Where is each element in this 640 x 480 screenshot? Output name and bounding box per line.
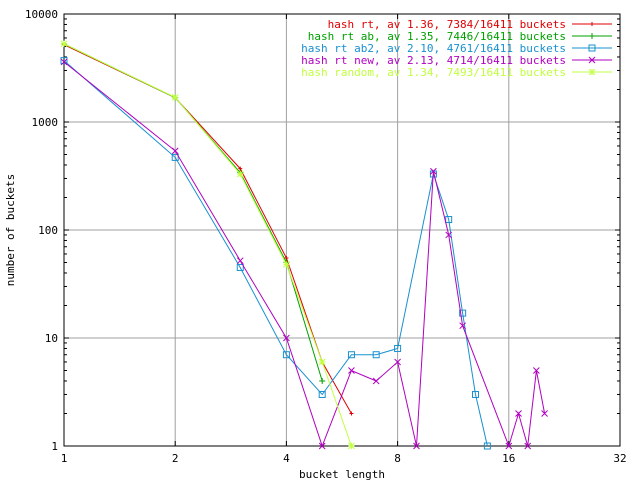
data-point bbox=[524, 442, 532, 450]
x-tick-label: 16 bbox=[502, 452, 515, 465]
data-point bbox=[284, 256, 289, 261]
data-point bbox=[394, 344, 402, 352]
data-point bbox=[236, 257, 244, 265]
data-point bbox=[318, 358, 326, 366]
series-layer bbox=[60, 40, 548, 450]
data-point bbox=[505, 442, 513, 450]
x-tick-label: 4 bbox=[283, 452, 290, 465]
legend: hash rt, av 1.36, 7384/16411 bucketshash… bbox=[301, 18, 612, 79]
y-tick-label: 1 bbox=[51, 440, 58, 453]
y-tick-label: 100 bbox=[38, 224, 58, 237]
legend-entry-2: hash rt ab, av 1.35, 7446/16411 buckets bbox=[308, 30, 612, 43]
y-axis-label: number of buckets bbox=[4, 174, 17, 287]
data-point bbox=[483, 442, 491, 450]
x-tick-label: 1 bbox=[61, 452, 68, 465]
legend-label: hash rt ab, av 1.35, 7446/16411 buckets bbox=[308, 30, 566, 43]
data-point bbox=[589, 33, 595, 39]
series-3 bbox=[60, 57, 491, 450]
data-point bbox=[282, 351, 290, 359]
series-4 bbox=[60, 58, 548, 450]
series-line bbox=[63, 43, 352, 447]
y-tick-label: 10 bbox=[45, 332, 58, 345]
data-point bbox=[372, 351, 380, 359]
data-point bbox=[445, 231, 453, 239]
legend-label: hash rt, av 1.36, 7384/16411 buckets bbox=[328, 18, 566, 31]
legend-entry-4: hash rt new, av 2.13, 4714/16411 buckets bbox=[301, 54, 612, 67]
data-point bbox=[236, 263, 244, 271]
y-tick-label: 1000 bbox=[32, 116, 59, 129]
data-point bbox=[533, 367, 540, 374]
x-tick-label: 2 bbox=[172, 452, 179, 465]
legend-label: hash random, av 1.34, 7493/16411 buckets bbox=[301, 66, 566, 79]
data-point bbox=[283, 261, 290, 268]
x-axis-label: bucket length bbox=[299, 468, 385, 480]
legend-entry-1: hash rt, av 1.36, 7384/16411 buckets bbox=[328, 18, 612, 31]
series-5 bbox=[60, 40, 355, 450]
data-point bbox=[283, 334, 290, 342]
data-point bbox=[515, 410, 522, 417]
data-point bbox=[413, 442, 420, 450]
y-tick-label: 10000 bbox=[25, 8, 58, 21]
data-point bbox=[588, 56, 596, 64]
data-point bbox=[348, 367, 355, 374]
data-point bbox=[318, 442, 326, 450]
data-point bbox=[348, 442, 355, 450]
series-line bbox=[63, 60, 488, 447]
data-point bbox=[171, 94, 179, 101]
legend-label: hash rt ab2, av 2.10, 4761/16411 buckets bbox=[301, 42, 566, 55]
data-point bbox=[590, 22, 594, 26]
legend-entry-5: hash random, av 1.34, 7493/16411 buckets bbox=[301, 66, 612, 79]
data-point bbox=[349, 411, 354, 416]
data-point bbox=[318, 390, 326, 398]
data-point bbox=[588, 44, 596, 52]
data-point bbox=[372, 377, 380, 385]
data-point bbox=[541, 410, 548, 417]
data-point bbox=[588, 68, 596, 76]
data-point bbox=[60, 40, 68, 48]
data-point bbox=[347, 351, 355, 359]
x-tick-label: 8 bbox=[394, 452, 401, 465]
data-point bbox=[471, 390, 479, 398]
data-point bbox=[319, 377, 326, 384]
data-point bbox=[60, 58, 68, 66]
data-point bbox=[459, 309, 467, 317]
data-point bbox=[236, 170, 244, 178]
data-point bbox=[171, 153, 179, 161]
data-point bbox=[430, 167, 437, 175]
data-point bbox=[445, 216, 453, 224]
data-point bbox=[60, 57, 68, 65]
legend-entry-3: hash rt ab2, av 2.10, 4761/16411 buckets bbox=[301, 42, 612, 55]
data-point bbox=[171, 147, 179, 155]
legend-label: hash rt new, av 2.13, 4714/16411 buckets bbox=[301, 54, 566, 67]
x-tick-label: 32 bbox=[613, 452, 626, 465]
data-point bbox=[394, 358, 401, 366]
data-point bbox=[459, 322, 467, 330]
axis-ticks: 1 2 4 8 16 32 1 10 100 1000 10000 bbox=[25, 8, 627, 465]
